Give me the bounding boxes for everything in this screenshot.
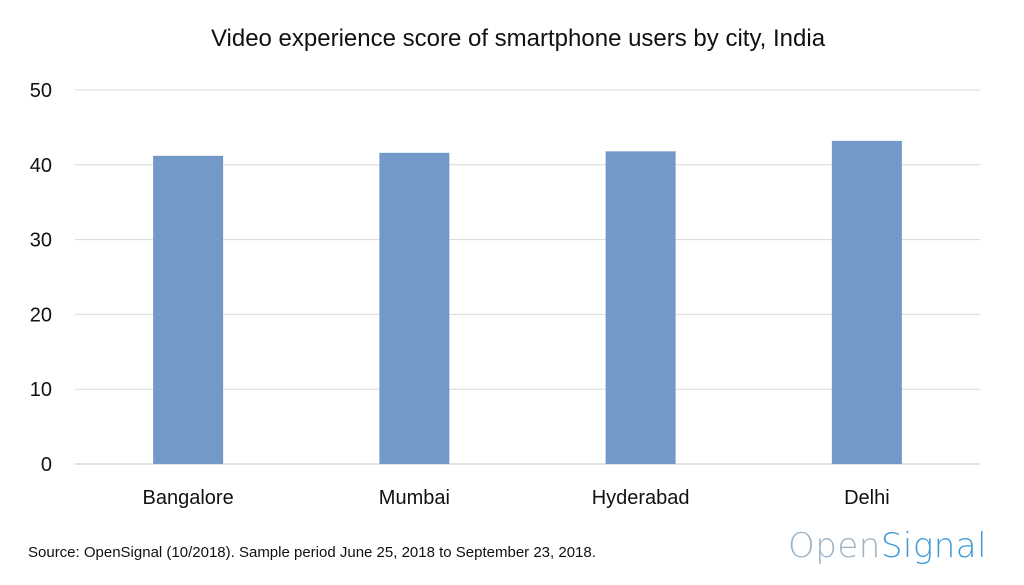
y-tick-label: 30 <box>30 230 52 252</box>
x-category-label: Hyderabad <box>592 487 690 509</box>
grid-lines <box>75 89 980 465</box>
chart-title: Video experience score of smartphone use… <box>211 25 826 52</box>
y-tick-label: 40 <box>30 155 52 177</box>
bar-mumbai <box>379 152 450 464</box>
y-axis-ticks: 0 10 20 30 40 50 <box>30 80 52 476</box>
source-note: Source: OpenSignal (10/2018). Sample per… <box>28 544 596 561</box>
opensignal-logo: OpenSignal <box>788 526 987 566</box>
x-category-label: Mumbai <box>379 487 450 509</box>
bars <box>153 140 902 464</box>
x-category-label: Bangalore <box>143 487 234 509</box>
y-tick-label: 20 <box>30 304 52 326</box>
y-tick-label: 10 <box>30 379 52 401</box>
x-axis-categories: Bangalore Mumbai Hyderabad Delhi <box>143 487 890 509</box>
bar-bangalore <box>153 155 224 464</box>
bar-delhi <box>831 140 902 464</box>
x-category-label: Delhi <box>844 487 890 509</box>
logo-word-signal: Signal <box>880 526 988 566</box>
logo-word-open: Open <box>788 526 881 566</box>
y-tick-label: 50 <box>30 80 52 102</box>
y-tick-label: 0 <box>41 454 52 476</box>
bar-hyderabad <box>605 151 676 464</box>
